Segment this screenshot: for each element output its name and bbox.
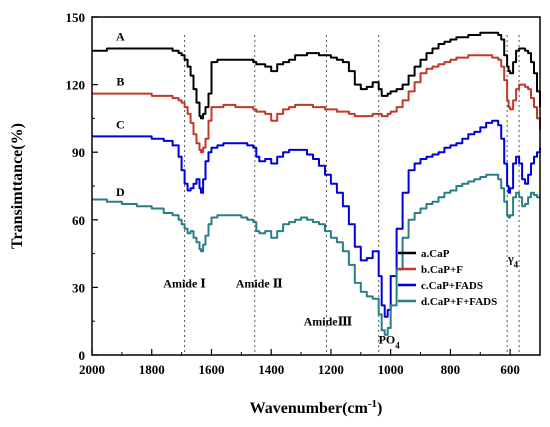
curve-tag-a: A: [116, 30, 125, 44]
curve-tag-b: B: [116, 75, 124, 89]
y-tick-label: 30: [72, 280, 85, 295]
curve-tags: A B C D: [116, 30, 125, 199]
annotation-label: PO4: [379, 333, 401, 351]
series-line-b: [92, 54, 541, 154]
x-tick-label: 1600: [198, 362, 224, 377]
annotation-label: γ4: [507, 252, 519, 270]
y-axis-ticks: 0 30 60 90 120 150: [66, 10, 98, 363]
y-tick-label: 60: [72, 213, 85, 228]
x-tick-label: 800: [441, 362, 461, 377]
y-tick-label: 120: [66, 78, 86, 93]
annotation-label: Amide Ⅱ: [236, 276, 283, 290]
annotation-label: AmideⅢ: [304, 315, 353, 329]
series-line-d: [92, 173, 540, 336]
y-tick-label: 0: [79, 348, 86, 363]
x-tick-label: 1400: [258, 362, 284, 377]
legend-label: a.CaP: [421, 248, 450, 260]
y-tick-label: 150: [66, 10, 86, 25]
spectra-curves: [92, 31, 541, 336]
x-tick-label: 2000: [79, 362, 105, 377]
x-axis-ticks: 2000 1800 1600 1400 1200 1000 800 600: [79, 349, 520, 377]
series-line-a: [92, 31, 541, 120]
y-axis-title: Transimttance(%): [9, 123, 26, 249]
curve-tag-c: C: [116, 117, 125, 131]
series-line-c: [92, 119, 541, 318]
x-tick-label: 600: [500, 362, 520, 377]
legend: a.CaP b.CaP+F c.CaP+FADS d.CaP+F+FADS: [398, 248, 497, 308]
legend-label: b.CaP+F: [421, 264, 463, 276]
annotations: Amide Ⅰ Amide Ⅱ AmideⅢ PO4 γ4: [163, 252, 518, 351]
x-tick-label: 1800: [139, 362, 165, 377]
y-tick-label: 90: [72, 145, 85, 160]
annotation-label: Amide Ⅰ: [163, 276, 206, 290]
x-axis-title: Wavenumber(cm-1): [250, 398, 383, 417]
legend-label: d.CaP+F+FADS: [421, 296, 497, 308]
x-tick-label: 1000: [378, 362, 404, 377]
legend-label: c.CaP+FADS: [421, 280, 483, 292]
curve-tag-d: D: [116, 185, 125, 199]
x-tick-label: 1200: [318, 362, 344, 377]
